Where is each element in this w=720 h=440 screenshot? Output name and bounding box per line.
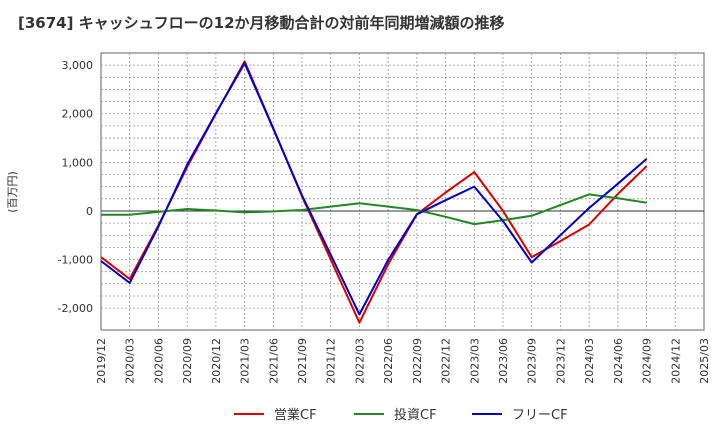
- x-tick-label: 2022/09: [411, 338, 424, 384]
- x-tick-label: 2022/06: [382, 338, 395, 384]
- series-line-2: [101, 193, 647, 226]
- series-lines: [100, 60, 648, 324]
- x-tick-label: 2021/09: [296, 338, 309, 384]
- y-tick-label: 1,000: [62, 156, 94, 169]
- x-tick-label: 2023/03: [468, 338, 481, 384]
- x-tick-label: 2020/03: [124, 338, 137, 384]
- series-line-3: [100, 62, 648, 316]
- y-tick-label: 0: [86, 205, 93, 218]
- x-tick-label: 2024/12: [669, 338, 682, 384]
- series-line-1: [100, 60, 648, 324]
- x-tick-label: 2021/06: [267, 338, 280, 384]
- plot-area: [100, 52, 705, 331]
- legend-label: 営業CF: [274, 407, 317, 423]
- grid-lines: [101, 53, 704, 330]
- x-tick-label: 2023/09: [526, 338, 539, 384]
- x-tick-label: 2020/12: [210, 338, 223, 384]
- x-tick-label: 2021/12: [325, 338, 338, 384]
- x-tick-label: 2023/12: [554, 338, 567, 384]
- chart-title: [3674] キャッシュフローの12か月移動合計の対前年同期増減額の推移: [18, 14, 505, 32]
- x-tick-label: 2021/03: [239, 338, 252, 384]
- legend-label: フリーCF: [512, 408, 568, 423]
- y-tick-labels: -2,000 -1,000 0 1,000 2,000 3,000: [58, 59, 93, 315]
- y-axis-label: (百万円): [6, 171, 19, 213]
- x-tick-label: 2024/03: [583, 338, 596, 384]
- x-tick-label: 2019/12: [95, 338, 108, 384]
- x-tick-label: 2022/03: [353, 338, 366, 384]
- y-tick-label: 2,000: [62, 108, 94, 121]
- legend-label: 投資CF: [394, 407, 437, 423]
- x-tick-label: 2020/09: [181, 338, 194, 384]
- x-tick-labels: 2019/12 2020/03 2020/06 2020/09 2020/12 2021/…: [95, 338, 711, 384]
- y-tick-label: 3,000: [62, 59, 94, 72]
- y-tick-label: -1,000: [58, 254, 93, 267]
- x-tick-label: 2023/06: [497, 338, 510, 384]
- y-tick-label: -2,000: [58, 302, 93, 315]
- x-tick-label: 2024/06: [612, 338, 625, 384]
- legend: 営業CF 投資CF フリーCF: [234, 407, 568, 423]
- x-tick-label: 2024/09: [641, 338, 654, 384]
- x-tick-label: 2025/03: [698, 338, 711, 384]
- x-tick-label: 2022/12: [440, 338, 453, 384]
- x-tick-label: 2020/06: [152, 338, 165, 384]
